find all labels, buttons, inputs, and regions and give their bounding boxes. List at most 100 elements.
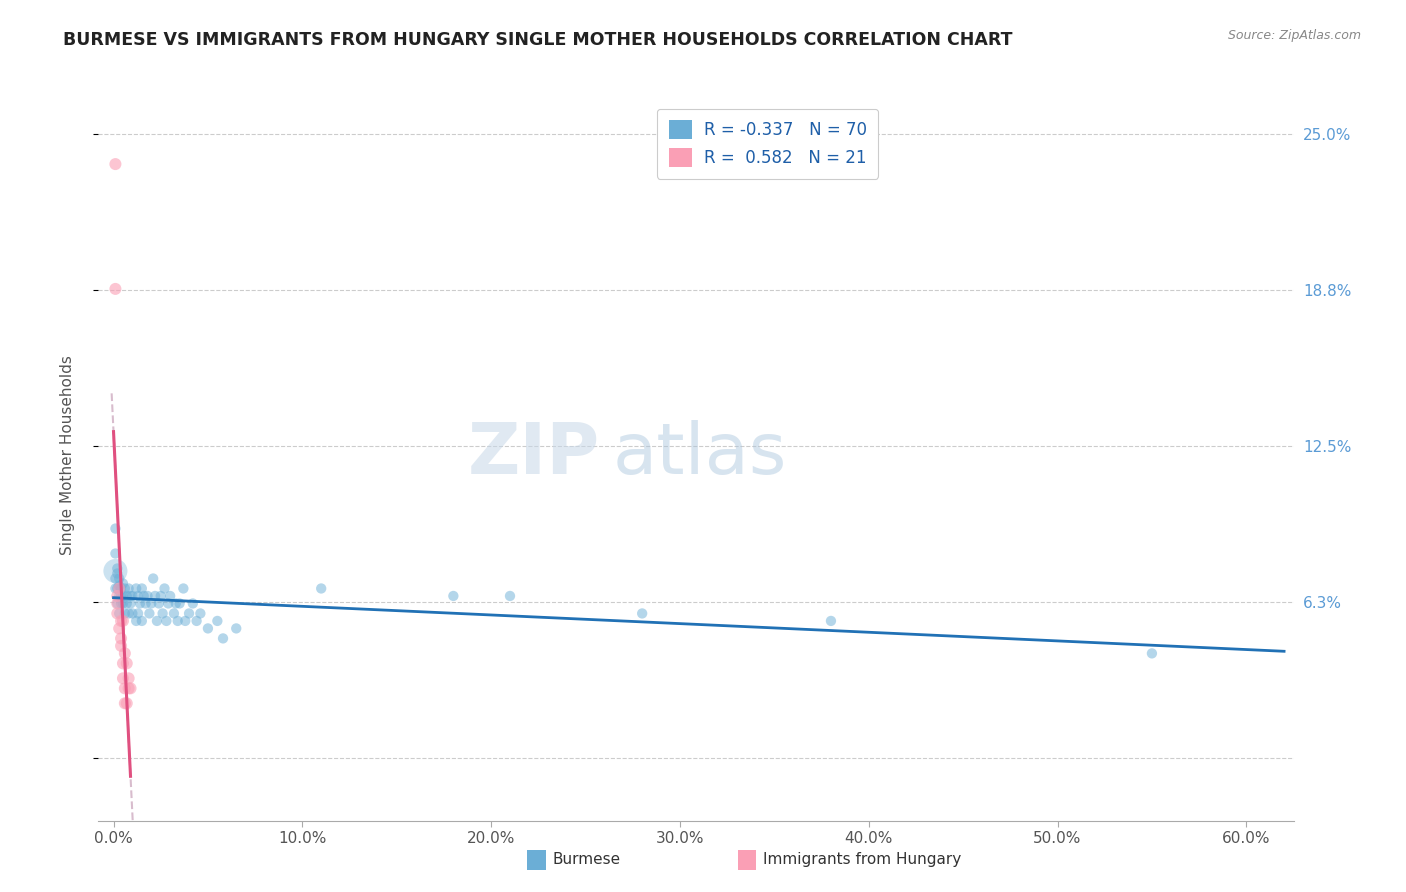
Point — [105, 597, 128, 611]
Point — [159, 589, 181, 603]
Point — [120, 597, 142, 611]
Point — [114, 607, 136, 621]
Point — [121, 589, 143, 603]
Point — [104, 157, 127, 171]
Point — [155, 614, 177, 628]
Point — [105, 589, 128, 603]
Point — [148, 597, 170, 611]
Point — [127, 589, 149, 603]
Point — [190, 607, 212, 621]
Point — [125, 582, 148, 596]
Text: BURMESE VS IMMIGRANTS FROM HUNGARY SINGLE MOTHER HOUSEHOLDS CORRELATION CHART: BURMESE VS IMMIGRANTS FROM HUNGARY SINGL… — [63, 31, 1012, 49]
Point — [110, 597, 132, 611]
Point — [153, 582, 176, 596]
Point — [441, 589, 464, 603]
Point — [149, 589, 172, 603]
Point — [309, 582, 332, 596]
Point — [141, 597, 163, 611]
Point — [110, 582, 132, 596]
Point — [104, 522, 127, 536]
Text: atlas: atlas — [613, 420, 787, 490]
Point — [105, 566, 128, 581]
Point — [111, 576, 134, 591]
Point — [115, 589, 138, 603]
Point — [125, 614, 148, 628]
Point — [110, 639, 132, 653]
Point — [104, 282, 127, 296]
Point — [181, 597, 204, 611]
Point — [108, 579, 131, 593]
Point — [115, 696, 138, 710]
Point — [166, 614, 188, 628]
Point — [138, 607, 160, 621]
Point — [105, 561, 128, 575]
Point — [117, 681, 139, 696]
Point — [105, 582, 128, 596]
Point — [177, 607, 200, 621]
Point — [186, 614, 208, 628]
Point — [117, 607, 139, 621]
Point — [131, 582, 153, 596]
Point — [121, 607, 143, 621]
Point — [152, 607, 174, 621]
Point — [105, 597, 128, 611]
Point — [110, 614, 132, 628]
Point — [174, 614, 197, 628]
Point — [104, 572, 127, 586]
Point — [104, 564, 127, 578]
Point — [1140, 646, 1163, 660]
Y-axis label: Single Mother Households: Single Mother Households — [60, 355, 75, 555]
Text: ZIP: ZIP — [468, 420, 600, 490]
Point — [104, 582, 127, 596]
Point — [108, 572, 131, 586]
Point — [129, 597, 152, 611]
Point — [197, 622, 219, 636]
Point — [136, 589, 159, 603]
Point — [115, 657, 138, 671]
Point — [108, 622, 131, 636]
Point — [114, 696, 136, 710]
Point — [111, 671, 134, 685]
Point — [110, 632, 132, 646]
Point — [120, 589, 142, 603]
Point — [117, 582, 139, 596]
Point — [108, 589, 131, 603]
Point — [111, 589, 134, 603]
Point — [157, 597, 180, 611]
Point — [110, 589, 132, 603]
Text: Burmese: Burmese — [553, 853, 620, 867]
Point — [146, 614, 169, 628]
Point — [114, 681, 136, 696]
Point — [111, 614, 134, 628]
Point — [225, 622, 247, 636]
Point — [142, 572, 165, 586]
Point — [169, 597, 191, 611]
Point — [143, 589, 166, 603]
Point — [132, 589, 155, 603]
Point — [108, 607, 131, 621]
Point — [212, 632, 235, 646]
Point — [172, 582, 194, 596]
Text: Source: ZipAtlas.com: Source: ZipAtlas.com — [1227, 29, 1361, 42]
Point — [820, 614, 842, 628]
Point — [111, 657, 134, 671]
Point — [114, 646, 136, 660]
Point — [108, 582, 131, 596]
Point — [120, 681, 142, 696]
Point — [499, 589, 522, 603]
Point — [165, 597, 187, 611]
Point — [105, 607, 128, 621]
Point — [115, 597, 138, 611]
Point — [131, 614, 153, 628]
Text: Immigrants from Hungary: Immigrants from Hungary — [763, 853, 962, 867]
Point — [117, 671, 139, 685]
Point — [127, 607, 149, 621]
Point — [111, 597, 134, 611]
Point — [631, 607, 654, 621]
Legend: R = -0.337   N = 70, R =  0.582   N = 21: R = -0.337 N = 70, R = 0.582 N = 21 — [657, 109, 879, 178]
Point — [207, 614, 229, 628]
Point — [104, 547, 127, 561]
Point — [114, 582, 136, 596]
Point — [163, 607, 186, 621]
Point — [135, 597, 157, 611]
